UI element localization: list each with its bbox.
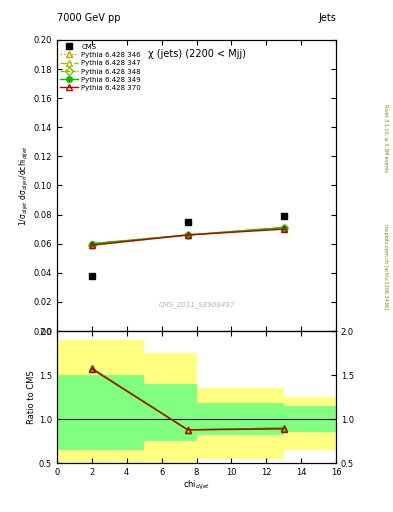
Pythia 6.428 346 — [90, 241, 94, 247]
Line: Pythia 6.428 348: Pythia 6.428 348 — [89, 225, 286, 248]
Line: CMS: CMS — [88, 212, 287, 279]
Pythia 6.428 348 — [185, 232, 190, 238]
Pythia 6.428 370 — [281, 226, 286, 232]
Line: Pythia 6.428 349: Pythia 6.428 349 — [89, 225, 286, 246]
Pythia 6.428 349 — [90, 241, 94, 247]
Text: χ (jets) (2200 < Mjj): χ (jets) (2200 < Mjj) — [147, 49, 246, 59]
Text: Rivet 3.1.10, ≥ 3.3M events: Rivet 3.1.10, ≥ 3.3M events — [384, 104, 388, 173]
Pythia 6.428 370 — [90, 242, 94, 248]
Text: CMS_2011_S8968497: CMS_2011_S8968497 — [158, 301, 235, 308]
Pythia 6.428 346 — [185, 232, 190, 238]
Text: 7000 GeV pp: 7000 GeV pp — [57, 13, 121, 23]
Text: mcplots.cern.ch [arXiv:1306.3436]: mcplots.cern.ch [arXiv:1306.3436] — [384, 224, 388, 309]
Pythia 6.428 348 — [281, 225, 286, 231]
Pythia 6.428 370 — [185, 232, 190, 238]
Text: Jets: Jets — [318, 13, 336, 23]
Pythia 6.428 347 — [90, 241, 94, 247]
Line: Pythia 6.428 346: Pythia 6.428 346 — [89, 225, 286, 246]
Pythia 6.428 349 — [185, 232, 190, 238]
Pythia 6.428 349 — [281, 225, 286, 231]
CMS — [90, 273, 94, 279]
CMS — [185, 219, 190, 225]
Y-axis label: Ratio to CMS: Ratio to CMS — [27, 370, 36, 424]
Pythia 6.428 347 — [281, 225, 286, 231]
Line: Pythia 6.428 370: Pythia 6.428 370 — [89, 226, 286, 248]
Y-axis label: 1/σ$_{dijet}$ dσ$_{dijet}$/dchi$_{dijet}$: 1/σ$_{dijet}$ dσ$_{dijet}$/dchi$_{dijet}… — [18, 145, 31, 226]
Pythia 6.428 348 — [90, 242, 94, 248]
Pythia 6.428 346 — [281, 225, 286, 231]
Line: Pythia 6.428 347: Pythia 6.428 347 — [89, 225, 286, 246]
X-axis label: chi$_{dijet}$: chi$_{dijet}$ — [183, 479, 210, 492]
CMS — [281, 213, 286, 219]
Legend: CMS, Pythia 6.428 346, Pythia 6.428 347, Pythia 6.428 348, Pythia 6.428 349, Pyt: CMS, Pythia 6.428 346, Pythia 6.428 347,… — [59, 42, 142, 92]
Pythia 6.428 347 — [185, 232, 190, 238]
